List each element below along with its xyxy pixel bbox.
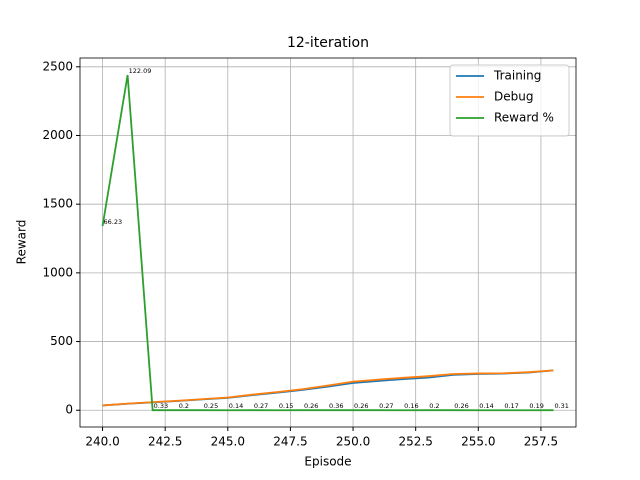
point-annotation: 0.17 xyxy=(504,402,518,410)
series-line xyxy=(102,369,554,407)
y-tick-label: 500 xyxy=(50,334,73,348)
point-annotation: 0.26 xyxy=(454,402,468,410)
point-annotation: 0.14 xyxy=(229,402,243,410)
point-annotation: 0.15 xyxy=(279,402,293,410)
y-axis-label: Reward xyxy=(15,220,29,265)
x-tick-label: 247.5 xyxy=(273,435,307,449)
point-annotation: 0.25 xyxy=(204,402,218,410)
point-annotation: 66.23 xyxy=(104,218,123,226)
series-line xyxy=(101,74,554,412)
point-annotation: 0.2 xyxy=(179,402,189,410)
y-tick-label: 0 xyxy=(65,403,73,417)
point-annotation: 122.09 xyxy=(129,67,152,75)
y-tick-label: 2500 xyxy=(42,59,73,73)
legend-label: Reward % xyxy=(494,111,554,125)
point-annotation: 0.36 xyxy=(329,402,343,410)
x-axis-label: Episode xyxy=(304,455,351,469)
y-tick-label: 2000 xyxy=(42,128,73,142)
x-tick-label: 240.0 xyxy=(85,435,119,449)
x-tick-label: 252.5 xyxy=(398,435,432,449)
point-annotation: 0.31 xyxy=(554,402,568,410)
x-tick-label: 257.5 xyxy=(524,435,558,449)
x-tick-label: 245.0 xyxy=(211,435,245,449)
point-annotation: 0.26 xyxy=(304,402,318,410)
chart-title: 12-iteration xyxy=(287,35,369,51)
legend-label: Debug xyxy=(494,90,533,104)
point-annotation: 0.16 xyxy=(404,402,418,410)
point-annotation: 0.19 xyxy=(529,402,543,410)
point-annotation: 0.27 xyxy=(379,402,393,410)
point-annotation: 0.2 xyxy=(429,402,439,410)
point-annotation: 0.27 xyxy=(254,402,268,410)
plot-frame xyxy=(79,57,577,428)
legend-label: Training xyxy=(493,69,541,83)
y-tick-label: 1000 xyxy=(42,265,73,279)
y-tick-label: 1500 xyxy=(42,197,73,211)
point-annotation: 0.33 xyxy=(154,402,168,410)
x-tick-label: 242.5 xyxy=(148,435,182,449)
series-line xyxy=(102,369,554,407)
point-annotation: 0.26 xyxy=(354,402,368,410)
point-annotation: 0.14 xyxy=(479,402,493,410)
x-tick-label: 250.0 xyxy=(336,435,370,449)
x-tick-label: 255.0 xyxy=(461,435,495,449)
